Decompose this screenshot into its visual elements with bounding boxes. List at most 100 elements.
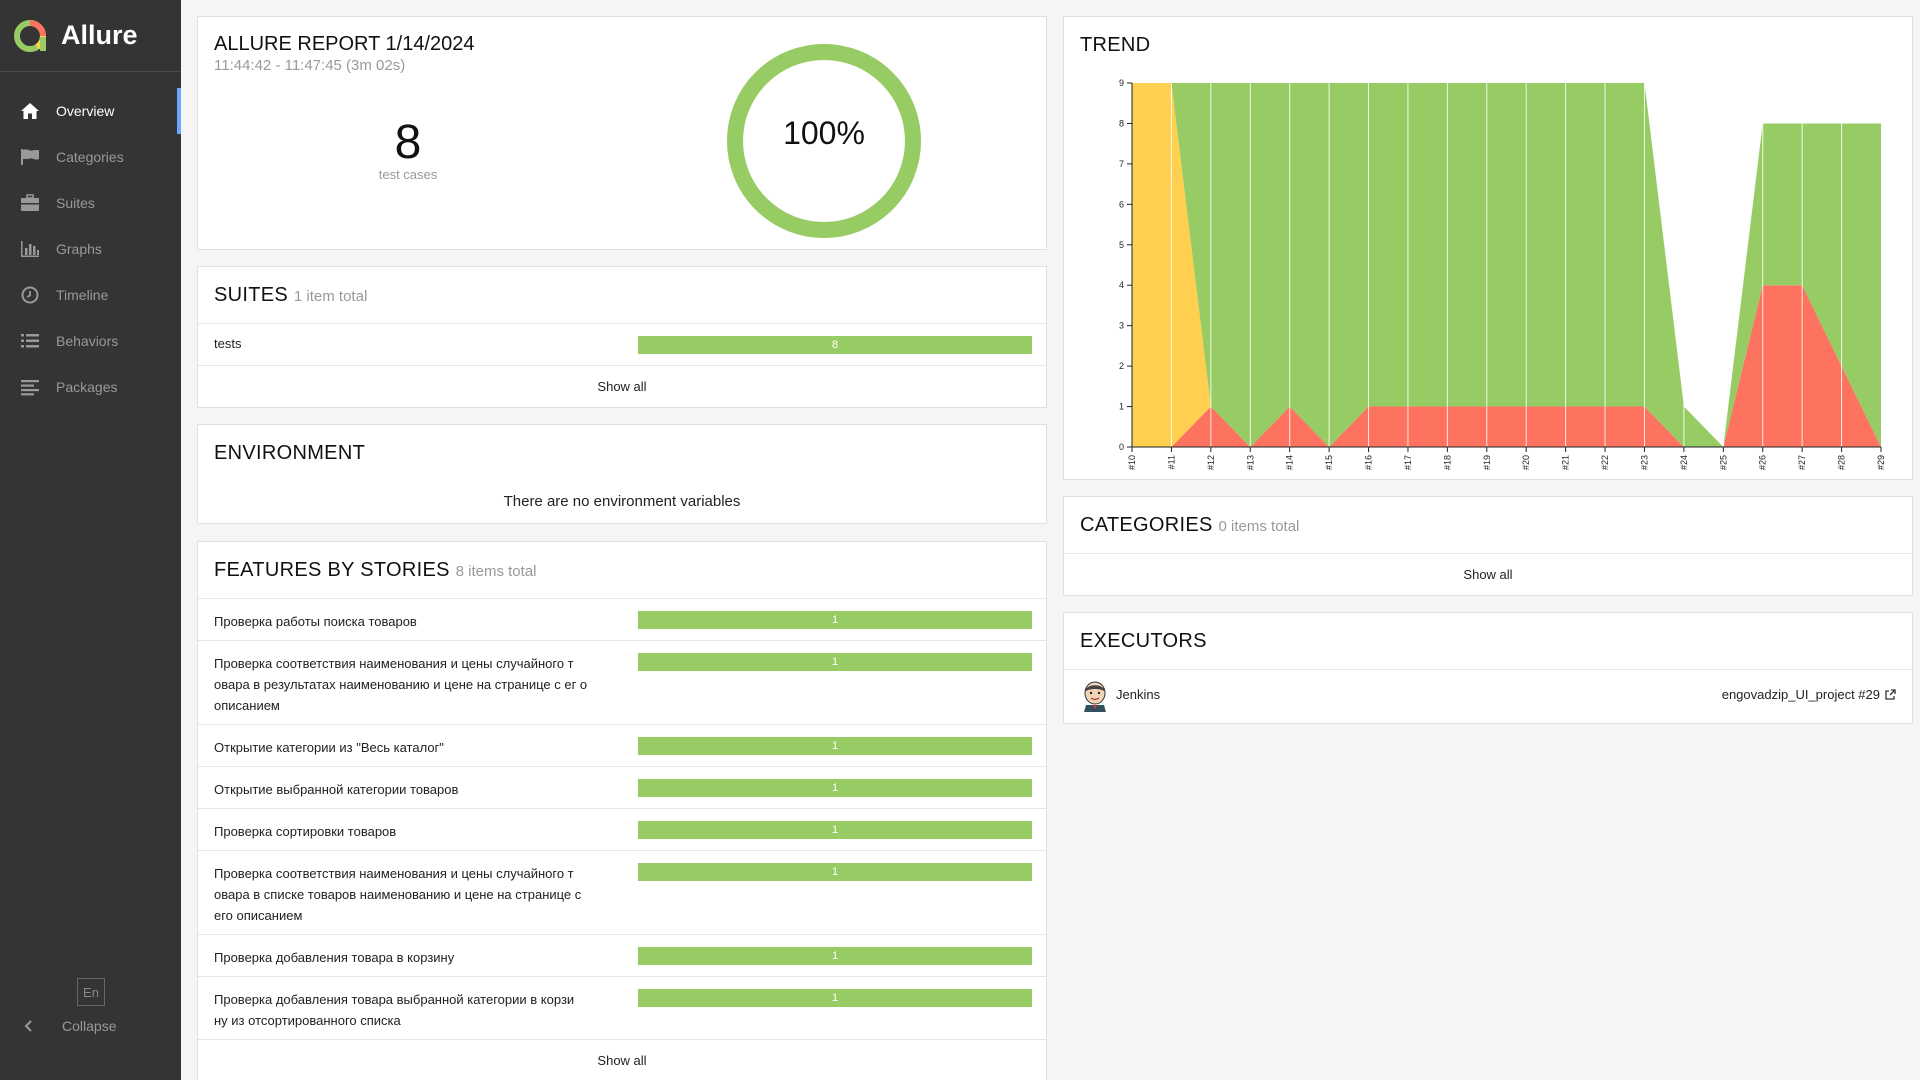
trend-x-tick-label[interactable]: #16	[1364, 455, 1374, 470]
environment-title: ENVIRONMENT	[214, 442, 366, 464]
allure-logo-icon	[14, 19, 47, 52]
trend-x-tick-label[interactable]: #14	[1285, 455, 1295, 470]
feature-name: Открытие категории из "Весь каталог"	[214, 740, 444, 755]
chevron-left-icon	[24, 1020, 32, 1032]
sidebar-item-label: Categories	[56, 149, 124, 165]
trend-y-tick-label: 2	[1119, 361, 1124, 371]
trend-x-tick-label[interactable]: #20	[1521, 455, 1531, 470]
feature-name: Проверка соответствия наименования и цен…	[214, 656, 588, 713]
trend-y-tick-label: 8	[1119, 118, 1124, 128]
sidebar-item-label: Suites	[56, 195, 95, 211]
feature-row[interactable]: Проверка добавления товара в корзину 1	[198, 934, 1046, 976]
suites-widget: SUITES 1 item total tests 8 Show all	[197, 266, 1047, 408]
trend-chart: 0 1 2 3 4 5 6 7 8 9 #10 #11 #12 #13 #14 #15 #16 #17 #18 #19…	[1119, 78, 1886, 470]
trend-y-tick-label: 1	[1119, 402, 1124, 412]
suite-row[interactable]: tests 8	[198, 323, 1046, 365]
feature-row[interactable]: Проверка соответствия наименования и цен…	[198, 850, 1046, 934]
trend-y-tick-label: 6	[1119, 199, 1124, 209]
feature-row[interactable]: Открытие выбранной категории товаров 1	[198, 766, 1046, 808]
features-title: FEATURES BY STORIES 8 items total	[214, 559, 537, 581]
sidebar-item-label: Overview	[56, 103, 115, 119]
sidebar-nav: Overview Categories Suites Graphs Timeli…	[0, 88, 181, 410]
trend-x-tick-label[interactable]: #10	[1127, 455, 1137, 470]
feature-status-bar: 1	[638, 737, 1032, 755]
bar-chart-icon	[18, 239, 42, 259]
trend-x-tick-label[interactable]: #24	[1679, 455, 1689, 470]
brand[interactable]: Allure	[0, 0, 181, 72]
language-selector[interactable]: En	[77, 978, 105, 1006]
sidebar-item-label: Behaviors	[56, 333, 119, 349]
external-link-icon	[1885, 688, 1896, 700]
features-total: 8 items total	[455, 563, 537, 580]
trend-area-failed	[1132, 285, 1881, 447]
suite-name: tests	[214, 336, 242, 351]
categories-total: 0 items total	[1218, 518, 1300, 535]
home-icon	[18, 101, 42, 121]
feature-row[interactable]: Проверка работы поиска товаров 1	[198, 598, 1046, 640]
sidebar-item-graphs[interactable]: Graphs	[0, 226, 181, 272]
collapse-button[interactable]: Collapse	[22, 1018, 116, 1034]
report-time-range: 11:44:42 - 11:47:45 (3m 02s)	[214, 57, 406, 74]
test-case-count: 8	[394, 116, 422, 169]
environment-widget: ENVIRONMENT There are no environment var…	[197, 424, 1047, 524]
sidebar-item-timeline[interactable]: Timeline	[0, 272, 181, 318]
trend-x-tick-label[interactable]: #12	[1206, 455, 1216, 470]
features-list: Проверка работы поиска товаров 1 Проверк…	[198, 598, 1046, 1080]
trend-x-tick-label[interactable]: #26	[1758, 455, 1768, 470]
categories-title: CATEGORIES 0 items total	[1080, 514, 1300, 536]
categories-show-all-link[interactable]: Show all	[1064, 553, 1912, 595]
trend-x-tick-label[interactable]: #11	[1166, 455, 1176, 469]
sidebar-item-behaviors[interactable]: Behaviors	[0, 318, 181, 364]
flag-icon	[18, 147, 42, 167]
trend-x-tick-label[interactable]: #17	[1403, 455, 1413, 470]
trend-x-tick-label[interactable]: #15	[1324, 455, 1334, 470]
feature-name: Проверка сортировки товаров	[214, 824, 397, 839]
trend-y-tick-label: 0	[1119, 442, 1124, 452]
pass-rate-value: 100%	[783, 115, 865, 151]
feature-row[interactable]: Проверка сортировки товаров 1	[198, 808, 1046, 850]
feature-name: Проверка добавления товара в корзину	[214, 950, 455, 965]
trend-x-tick-label[interactable]: #13	[1245, 455, 1255, 470]
trend-x-tick-label[interactable]: #22	[1600, 455, 1610, 470]
sidebar-item-packages[interactable]: Packages	[0, 364, 181, 410]
feature-status-bar: 1	[638, 653, 1032, 671]
sidebar: Allure Overview Categories Suites Graphs	[0, 0, 181, 1080]
feature-status-bar: 1	[638, 611, 1032, 629]
executor-build-label: engovadzip_UI_project #29	[1721, 687, 1880, 702]
trend-x-tick-label[interactable]: #21	[1561, 455, 1571, 470]
trend-y-tick-label: 4	[1119, 280, 1124, 290]
feature-row[interactable]: Проверка соответствия наименования и цен…	[198, 640, 1046, 724]
executor-row: Jenkins engovadzip_UI_project #29	[1064, 669, 1912, 721]
executors-title: EXECUTORS	[1080, 630, 1207, 652]
trend-x-tick-label[interactable]: #28	[1837, 455, 1847, 470]
suites-show-all-link[interactable]: Show all	[198, 365, 1046, 407]
summary-widget: ALLURE REPORT 1/14/2024 11:44:42 - 11:47…	[197, 16, 1047, 250]
feature-row[interactable]: Проверка добавления товара выбранной кат…	[198, 976, 1046, 1039]
align-left-icon	[18, 377, 42, 397]
briefcase-icon	[18, 193, 42, 213]
trend-y-tick-label: 3	[1119, 321, 1124, 331]
trend-y-tick-label: 9	[1119, 78, 1124, 88]
environment-empty-text: There are no environment variables	[503, 493, 741, 510]
feature-status-bar: 1	[638, 947, 1032, 965]
executor-name: Jenkins	[1116, 687, 1161, 702]
clock-icon	[18, 285, 42, 305]
brand-name: Allure	[61, 20, 138, 50]
sidebar-item-overview[interactable]: Overview	[0, 88, 181, 134]
trend-x-tick-label[interactable]: #19	[1482, 455, 1492, 470]
trend-y-tick-label: 7	[1119, 159, 1124, 169]
sidebar-item-categories[interactable]: Categories	[0, 134, 181, 180]
report-title: ALLURE REPORT 1/14/2024	[214, 33, 475, 55]
suites-total: 1 item total	[293, 288, 368, 305]
trend-x-tick-label[interactable]: #27	[1797, 455, 1807, 470]
trend-x-tick-label[interactable]: #29	[1876, 455, 1886, 470]
sidebar-item-suites[interactable]: Suites	[0, 180, 181, 226]
features-show-all-link[interactable]: Show all	[198, 1039, 1046, 1080]
feature-status-bar: 1	[638, 863, 1032, 881]
trend-x-tick-label[interactable]: #25	[1718, 455, 1728, 470]
executor-build-link[interactable]: engovadzip_UI_project #29	[1722, 687, 1896, 702]
trend-x-tick-label[interactable]: #18	[1442, 455, 1452, 470]
trend-x-tick-label[interactable]: #23	[1639, 455, 1649, 470]
feature-name: Проверка соответствия наименования и цен…	[214, 866, 582, 923]
feature-row[interactable]: Открытие категории из "Весь каталог" 1	[198, 724, 1046, 766]
